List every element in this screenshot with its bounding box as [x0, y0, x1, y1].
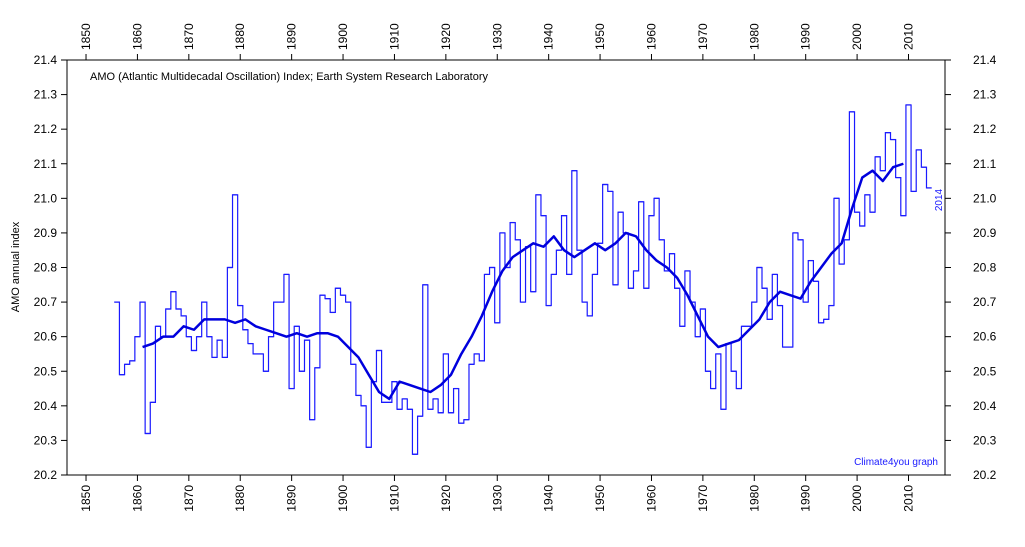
y-tick-label: 20.9: [34, 226, 58, 240]
y-tick-label-right: 21.0: [973, 191, 997, 205]
x-tick-label: 1880: [233, 485, 247, 512]
x-tick-label: 1910: [387, 485, 401, 512]
y-tick-label-right: 21.4: [973, 53, 997, 67]
x-tick-label-top: 1980: [747, 23, 761, 50]
x-tick-label: 1990: [799, 485, 813, 512]
x-tick-label: 1930: [490, 485, 504, 512]
x-tick-label: 1960: [644, 485, 658, 512]
x-tick-label: 1980: [747, 485, 761, 512]
y-tick-label: 20.6: [34, 330, 58, 344]
x-tick-label-top: 1930: [490, 23, 504, 50]
y-tick-label: 21.3: [34, 88, 58, 102]
x-tick-label-top: 1920: [439, 23, 453, 50]
x-tick-label: 1860: [130, 485, 144, 512]
x-tick-label-top: 1850: [79, 23, 93, 50]
y-tick-label-right: 20.4: [973, 399, 997, 413]
y-tick-label: 20.3: [34, 433, 58, 447]
y-tick-label: 20.2: [34, 468, 58, 482]
y-axis-label: AMO annual index: [10, 221, 22, 312]
y-tick-label: 21.1: [34, 157, 58, 171]
y-tick-label: 20.5: [34, 364, 58, 378]
annotation: 2014: [934, 188, 945, 211]
y-tick-label: 21.2: [34, 122, 58, 136]
y-tick-label-right: 20.2: [973, 468, 997, 482]
x-tick-label-top: 2000: [850, 23, 864, 50]
y-tick-label: 20.7: [34, 295, 58, 309]
x-tick-label: 1850: [79, 485, 93, 512]
x-tick-label: 1940: [542, 485, 556, 512]
y-tick-label: 21.0: [34, 191, 58, 205]
x-tick-label-top: 1890: [285, 23, 299, 50]
y-tick-label-right: 20.3: [973, 433, 997, 447]
y-tick-label-right: 21.1: [973, 157, 997, 171]
x-tick-label: 1920: [439, 485, 453, 512]
x-tick-label-top: 1970: [696, 23, 710, 50]
step-connector: [114, 104, 932, 455]
x-tick-label-top: 1960: [644, 23, 658, 50]
x-tick-label-top: 1910: [387, 23, 401, 50]
chart-title: AMO (Atlantic Multidecadal Oscillation) …: [90, 71, 488, 83]
x-tick-label-top: 1950: [593, 23, 607, 50]
x-tick-label-top: 1900: [336, 23, 350, 50]
y-tick-label: 20.8: [34, 261, 58, 275]
y-tick-label-right: 20.6: [973, 330, 997, 344]
x-tick-label: 1900: [336, 485, 350, 512]
x-tick-label: 1970: [696, 485, 710, 512]
y-tick-label-right: 20.9: [973, 226, 997, 240]
y-tick-label-right: 20.7: [973, 295, 997, 309]
x-tick-label-top: 1860: [130, 23, 144, 50]
x-tick-label: 1870: [182, 485, 196, 512]
x-tick-label: 2000: [850, 485, 864, 512]
smoothed-line: [142, 162, 904, 401]
x-tick-label-top: 1990: [799, 23, 813, 50]
y-tick-label: 21.4: [34, 53, 58, 67]
x-tick-label: 1950: [593, 485, 607, 512]
x-tick-label: 2010: [902, 485, 916, 512]
x-tick-label-top: 1880: [233, 23, 247, 50]
x-tick-label-top: 2010: [902, 23, 916, 50]
y-tick-label-right: 21.2: [973, 122, 997, 136]
y-tick-label-right: 21.3: [973, 88, 997, 102]
y-tick-label: 20.4: [34, 399, 58, 413]
x-tick-label-top: 1940: [542, 23, 556, 50]
x-tick-label-top: 1870: [182, 23, 196, 50]
x-tick-label: 1890: [285, 485, 299, 512]
y-tick-label-right: 20.5: [973, 364, 997, 378]
annotation: Climate4you graph: [854, 457, 938, 468]
y-tick-label-right: 20.8: [973, 261, 997, 275]
